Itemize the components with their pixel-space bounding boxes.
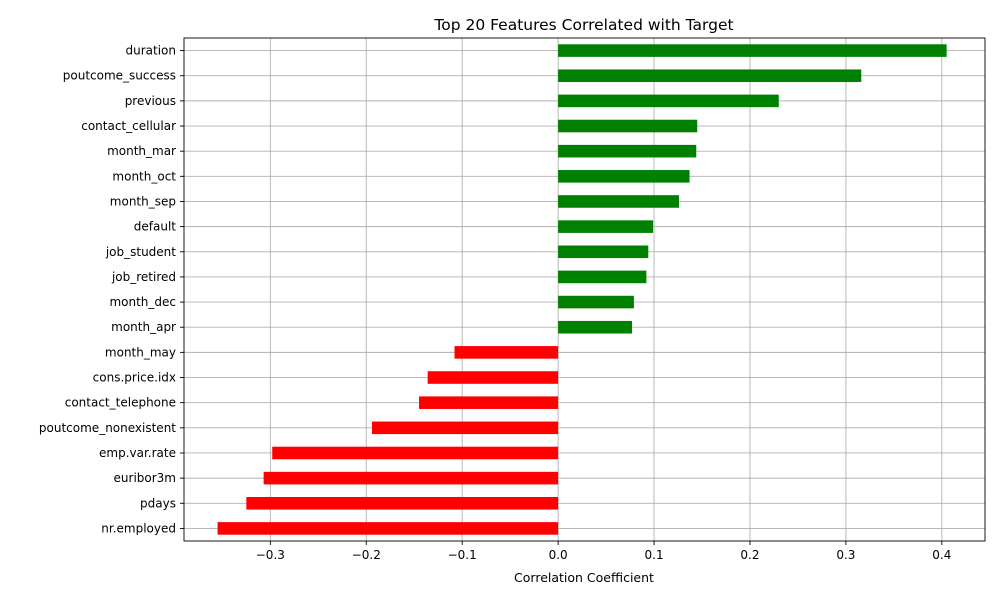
y-tick-label: nr.employed: [101, 521, 176, 535]
y-tick-label: month_oct: [112, 169, 176, 183]
bar-default: [558, 220, 654, 233]
bar-emp-var-rate: [272, 446, 559, 460]
bar-nr-employed: [217, 522, 559, 535]
y-tick-label: job_retired: [111, 270, 176, 284]
y-tick-label: month_sep: [110, 194, 176, 208]
y-tick-label: contact_telephone: [65, 396, 176, 410]
y-tick-label: month_dec: [109, 295, 176, 309]
y-tick-label: euribor3m: [114, 471, 176, 485]
y-tick-label: month_may: [105, 345, 176, 359]
bar-duration: [558, 44, 947, 57]
x-tick-label: 0.1: [645, 548, 664, 562]
y-tick-label: month_apr: [111, 320, 176, 334]
bar-poutcome-nonexistent: [372, 421, 559, 435]
bar-layer: [217, 44, 947, 535]
bar-month-may: [454, 346, 559, 359]
y-tick-label: cons.price.idx: [93, 371, 176, 385]
x-axis-label: Correlation Coefficient: [514, 570, 654, 585]
y-tick-label: poutcome_success: [63, 69, 176, 83]
y-tick-label: previous: [125, 94, 176, 108]
bar-contact-cellular: [558, 119, 698, 133]
bar-month-dec: [558, 295, 634, 309]
x-tick-label: 0.0: [549, 548, 568, 562]
bar-euribor3m: [263, 471, 559, 485]
bar-contact-telephone: [419, 396, 559, 409]
bar-month-oct: [558, 170, 690, 183]
y-tick-label: job_student: [105, 245, 176, 259]
y-tick-label: emp.var.rate: [99, 446, 176, 460]
x-tick-label: 0.4: [932, 548, 951, 562]
y-tick-label: contact_cellular: [81, 119, 176, 133]
bar-previous: [558, 94, 779, 108]
x-tick-label: 0.3: [836, 548, 855, 562]
bar-pdays: [246, 496, 559, 510]
x-tick-label: −0.3: [256, 548, 285, 562]
bar-job-student: [558, 245, 649, 259]
y-tick-label: month_mar: [107, 144, 176, 158]
x-tick-label: −0.2: [352, 548, 381, 562]
y-tick-label: pdays: [140, 496, 176, 510]
x-tick-label: 0.2: [740, 548, 759, 562]
y-tick-label: poutcome_nonexistent: [39, 421, 176, 435]
x-tick-label: −0.1: [448, 548, 477, 562]
y-tick-label: duration: [126, 44, 177, 58]
bar-month-apr: [558, 320, 632, 334]
plot-frame: [183, 37, 986, 542]
grid-layer: [184, 38, 985, 541]
bar-month-sep: [558, 195, 679, 208]
bar-poutcome-success: [558, 69, 862, 83]
y-tick-label: default: [134, 220, 177, 234]
chart-title: Top 20 Features Correlated with Target: [433, 16, 733, 34]
bar-cons-price-idx: [427, 371, 559, 384]
bar-job-retired: [558, 270, 647, 284]
axis-layer: −0.3 −0.2 −0.1 0.0 0.1 0.2 0.3 0.4 duration poutc…: [39, 37, 986, 562]
bar-month-mar: [558, 144, 697, 158]
